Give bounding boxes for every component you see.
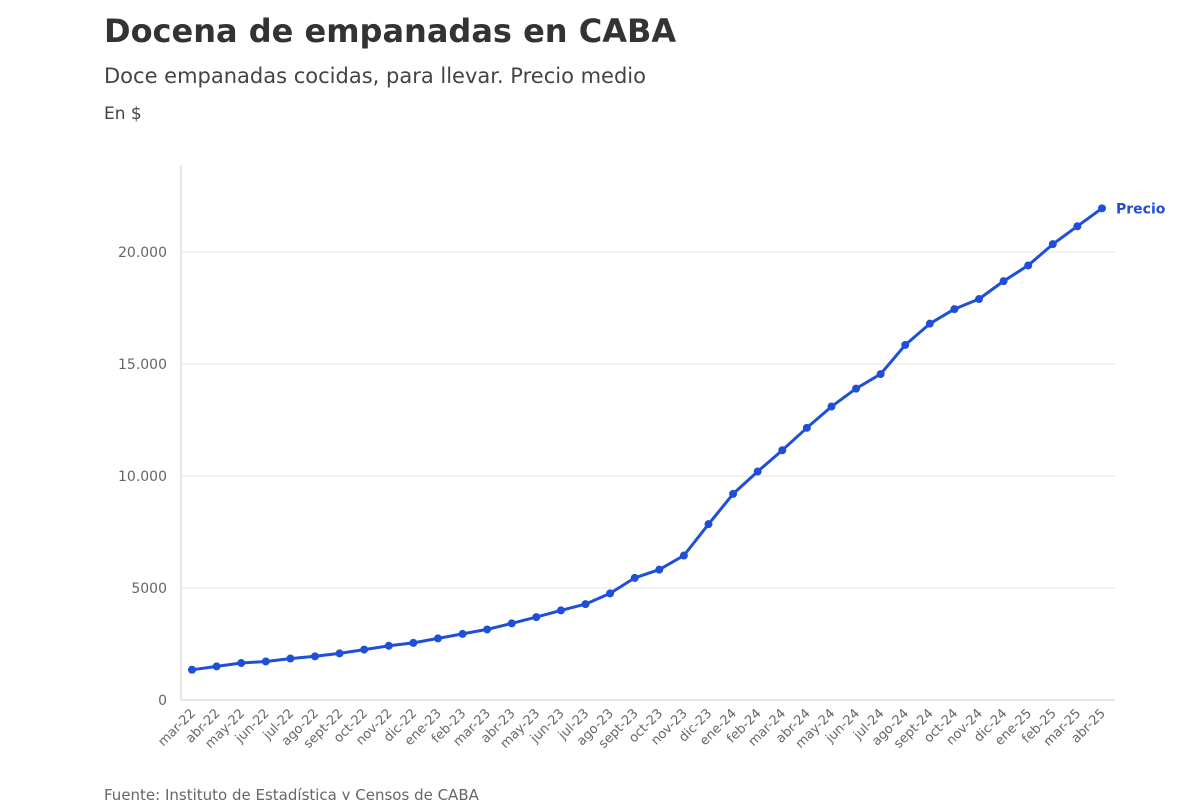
data-point — [729, 489, 738, 498]
data-point — [753, 467, 762, 476]
data-point — [188, 665, 196, 674]
data-point — [507, 619, 516, 628]
data-point — [532, 613, 541, 622]
data-point — [876, 370, 885, 379]
series-label-precio: Precio — [1116, 201, 1166, 217]
gridlines — [180, 165, 1115, 701]
data-point — [483, 625, 492, 634]
data-point — [975, 295, 984, 304]
data-point — [655, 565, 664, 574]
data-point — [950, 305, 959, 314]
data-point — [852, 384, 861, 393]
series-precio: Precio — [188, 201, 1166, 674]
data-point — [458, 629, 467, 638]
data-point — [827, 402, 836, 411]
chart-title: Docena de empanadas en CABA — [104, 12, 677, 50]
y-tick-label: 15.000 — [118, 357, 167, 373]
y-tick-label: 0 — [158, 693, 167, 709]
data-point — [606, 589, 615, 598]
data-point — [433, 634, 442, 643]
data-point — [237, 659, 246, 668]
data-point — [1048, 240, 1057, 249]
y-tick-label: 20.000 — [118, 245, 167, 261]
source-note: Fuente: Instituto de Estadística y Censo… — [104, 786, 479, 800]
y-axis: 0 5000 10.000 15.000 20.000 — [118, 245, 167, 709]
series-line-precio — [190, 206, 1104, 672]
data-point — [802, 423, 811, 432]
unit-label: En $ — [104, 104, 142, 124]
chart-subtitle: Doce empanadas cocidas, para llevar. Pre… — [104, 64, 646, 88]
data-point — [901, 340, 910, 349]
x-axis: mar-22abr-22may-22jun-22jul-22ago-22sept… — [155, 706, 1108, 752]
data-point — [286, 654, 295, 663]
data-point — [212, 662, 221, 671]
data-point — [335, 649, 344, 658]
data-point — [384, 641, 393, 650]
data-point — [679, 551, 688, 560]
data-point — [1024, 261, 1033, 270]
data-point — [556, 606, 565, 615]
data-point — [581, 600, 590, 609]
data-point — [360, 645, 369, 654]
y-tick-label: 5000 — [131, 581, 167, 597]
y-tick-label: 10.000 — [118, 469, 167, 485]
data-point — [409, 638, 418, 647]
data-point — [999, 277, 1008, 286]
data-point — [1073, 222, 1082, 231]
data-point — [778, 446, 787, 455]
data-point — [261, 657, 270, 666]
data-point — [925, 319, 934, 328]
data-point — [310, 652, 319, 661]
data-point — [704, 520, 713, 529]
data-point — [1098, 204, 1106, 213]
data-point — [630, 573, 639, 582]
